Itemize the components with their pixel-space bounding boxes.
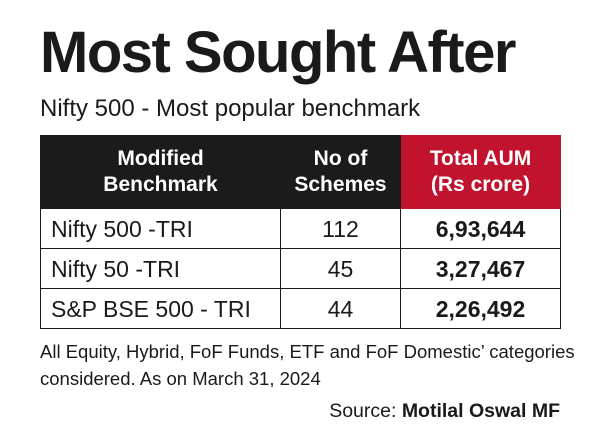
column-header-benchmark: Modified Benchmark (40, 135, 281, 209)
source-label: Source: (329, 400, 397, 422)
aum-cell: 6,93,644 (400, 208, 561, 249)
table-row: Nifty 50 -TRI 45 3,27,467 (40, 248, 561, 289)
table-row: S&P BSE 500 - TRI 44 2,26,492 (40, 288, 561, 329)
column-header-total-aum: Total AUM (Rs crore) (400, 135, 561, 209)
schemes-cell: 44 (280, 288, 401, 329)
benchmark-table: Modified Benchmark No of Schemes Total A… (40, 135, 561, 329)
column-header-line: Schemes (294, 173, 387, 196)
chart-title: Most Sought After (40, 20, 516, 85)
footnote: All Equity, Hybrid, FoF Funds, ETF and F… (40, 341, 575, 389)
aum-cell: 2,26,492 (400, 288, 561, 329)
column-header-line: Benchmark (103, 173, 218, 196)
chart-subtitle: Nifty 500 - Most popular benchmark (40, 95, 421, 122)
benchmark-cell: Nifty 500 -TRI (40, 208, 281, 249)
schemes-cell: 45 (280, 248, 401, 289)
source-credit: Source: Motilal Oswal MF (329, 398, 560, 424)
column-header-line: (Rs crore) (430, 173, 531, 196)
aum-cell: 3,27,467 (400, 248, 561, 289)
benchmark-cell: S&P BSE 500 - TRI (40, 288, 281, 329)
source-name: Motilal Oswal MF (401, 400, 560, 422)
table-header-row: Modified Benchmark No of Schemes Total A… (40, 135, 561, 209)
benchmark-cell: Nifty 50 -TRI (40, 248, 281, 289)
column-header-line: Modified (117, 147, 204, 170)
schemes-cell: 112 (280, 208, 401, 249)
column-header-line: No of (313, 147, 368, 170)
column-header-schemes: No of Schemes (280, 135, 401, 209)
table-row: Nifty 500 -TRI 112 6,93,644 (40, 208, 561, 249)
column-header-line: Total AUM (429, 147, 532, 170)
